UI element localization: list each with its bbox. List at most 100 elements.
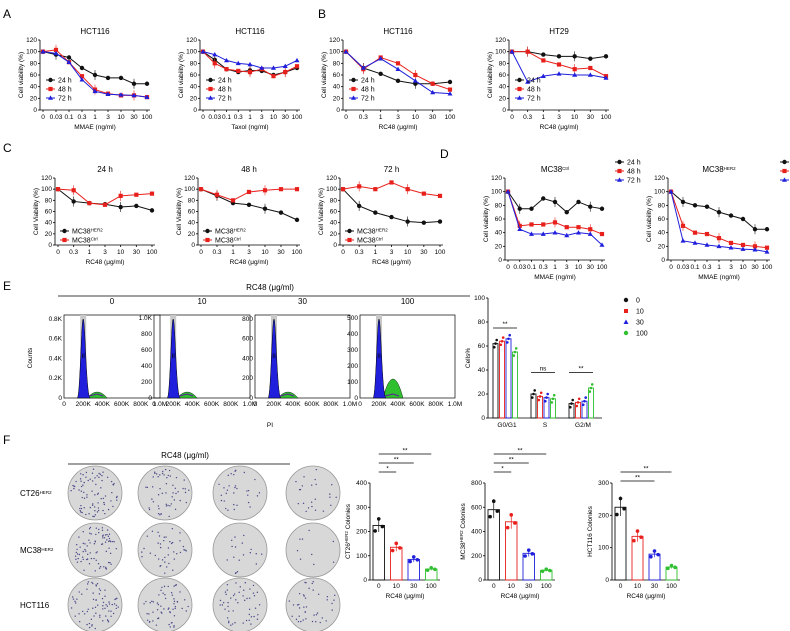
colony [107, 621, 110, 623]
data-point [517, 223, 522, 228]
flow-x-tick: 200K [371, 401, 387, 408]
x-tick-label: 30 [751, 264, 759, 271]
colony [110, 480, 113, 483]
colony [90, 557, 93, 560]
legend-marker [351, 95, 356, 100]
x-tick-label: 0.03 [513, 264, 526, 271]
colony [315, 621, 317, 623]
colony [86, 623, 88, 626]
colony [102, 620, 104, 622]
data-point [71, 188, 76, 193]
legend-label: 48 h [218, 87, 232, 94]
colony [107, 561, 110, 564]
colony [160, 565, 162, 567]
data-point [716, 209, 722, 215]
x-tick-label: 100 [292, 249, 303, 256]
data-point [294, 57, 300, 63]
y-tick-label: 60 [333, 72, 341, 79]
colony [160, 605, 162, 607]
colony [236, 570, 239, 573]
x-tick-label: 10 [575, 264, 583, 271]
colony [80, 490, 83, 492]
colony [248, 608, 251, 610]
x-tick-label: 0.3 [702, 264, 711, 271]
colony-plate-HCT116-0 [67, 577, 123, 631]
colony [102, 605, 104, 607]
category-label: 100 [666, 583, 677, 590]
colony [96, 475, 98, 477]
data-point [716, 243, 722, 249]
x-tick-label: 1 [553, 264, 557, 271]
colony [95, 533, 97, 536]
colony-row-label: CT26HER2 [20, 489, 52, 498]
data-point [704, 204, 710, 209]
colony [82, 550, 84, 553]
colony [331, 609, 333, 611]
colony [179, 591, 181, 593]
colony [76, 548, 78, 551]
dot [545, 396, 548, 399]
dot [523, 554, 527, 558]
colony [74, 600, 76, 603]
panel-letter-B: B [318, 7, 326, 21]
x-tick-label: 1 [379, 114, 383, 121]
dot [570, 402, 573, 405]
colony [299, 558, 302, 560]
colony [230, 539, 233, 541]
y-tick-label: 100 [598, 545, 609, 552]
sig-label: * [386, 466, 389, 473]
colony [77, 557, 79, 560]
x-axis-label: MMAE (ng/ml) [74, 124, 116, 131]
y-tick-label: 400 [471, 529, 482, 536]
data-point [680, 223, 686, 228]
y-tick-label: 20 [188, 231, 196, 238]
x-tick-label: 0.3 [355, 249, 364, 256]
flow-y-tick: 200 [242, 375, 253, 382]
colony [97, 509, 100, 512]
colony [76, 598, 78, 600]
dot [656, 552, 660, 557]
y-tick-label: 80 [190, 60, 198, 67]
colony [164, 597, 167, 600]
colony [174, 607, 176, 610]
data-point [572, 54, 577, 59]
dot [373, 529, 377, 533]
x-axis-label: RC48 (μg/ml) [540, 124, 579, 131]
x-tick-label: 0.1 [64, 114, 73, 121]
dot [652, 549, 657, 553]
y-tick-label: 40 [495, 230, 503, 237]
colony [315, 614, 318, 616]
y-tick-label: 20 [30, 95, 38, 102]
plate [285, 577, 341, 631]
bar-0 [614, 506, 627, 581]
flow-x-tick: 200K [266, 401, 282, 408]
legend-label: 10 [636, 309, 644, 316]
colony [168, 515, 170, 518]
dot [512, 354, 516, 357]
colony [241, 542, 244, 544]
data-point [447, 91, 453, 96]
colony [218, 483, 220, 485]
legend-marker [208, 77, 213, 83]
flow-ylabel: Counts [27, 347, 34, 368]
legend-label: 24 h [361, 78, 375, 85]
data-point [556, 62, 562, 67]
bar-0 [372, 524, 385, 581]
colony [115, 598, 117, 600]
data-point [692, 203, 698, 208]
colony [227, 622, 230, 624]
colony [72, 596, 74, 598]
colony [115, 604, 118, 607]
colony [221, 604, 224, 606]
colony [248, 619, 250, 621]
colony [167, 547, 170, 549]
y-tick-label: 60 [190, 72, 198, 79]
colony [316, 612, 319, 614]
colony [72, 484, 74, 487]
colony [75, 551, 77, 554]
colony [104, 595, 106, 597]
y-tick-label: 60 [478, 343, 486, 350]
category-label: 10 [634, 583, 642, 590]
colony [183, 479, 185, 481]
